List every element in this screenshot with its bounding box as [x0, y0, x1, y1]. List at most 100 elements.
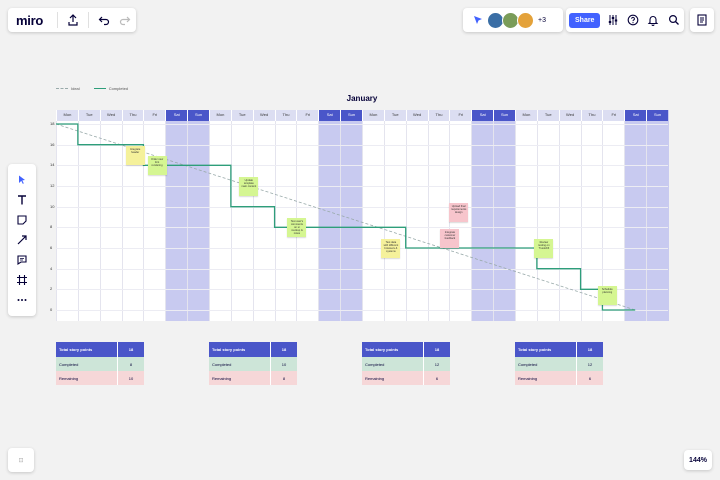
- top-left-toolbar: miro: [8, 8, 136, 32]
- day-header: Tue: [77, 110, 100, 121]
- weekday-column: [252, 110, 276, 321]
- burndown-chart[interactable]: Mon Tue Wed Thu Fri Sat Sun Mon Tue Wed Thu Fri Sat S…: [50, 110, 669, 321]
- connection-line-icon[interactable]: [11, 230, 33, 250]
- help-icon[interactable]: [623, 9, 643, 31]
- day-header: Wed: [405, 110, 428, 121]
- row-label: Remaining: [362, 371, 424, 385]
- weekday-column: [580, 110, 604, 321]
- miro-logo[interactable]: miro: [16, 12, 43, 28]
- comment-icon[interactable]: [11, 250, 33, 270]
- remaining-row: Remaining 10: [56, 371, 144, 385]
- completed-row: Completed 10: [209, 357, 297, 371]
- day-header: Sat: [624, 110, 647, 121]
- zoom-level[interactable]: 144%: [684, 450, 712, 470]
- export-icon[interactable]: [62, 9, 84, 31]
- row-label: Remaining: [515, 371, 577, 385]
- y-tick-label: 6: [50, 245, 53, 250]
- day-header: Sat: [318, 110, 341, 121]
- row-label: Remaining: [209, 371, 271, 385]
- day-header: Thu: [427, 110, 450, 121]
- sticky-note[interactable]: Review testing on Trustshift: [534, 239, 554, 258]
- sticky-note-icon[interactable]: [11, 210, 33, 230]
- day-header: Thu: [121, 110, 144, 121]
- gridline: [56, 165, 668, 167]
- share-button[interactable]: Share: [569, 12, 601, 28]
- notes-icon[interactable]: [690, 8, 714, 32]
- weekday-column: [77, 110, 101, 321]
- row-value: 8: [117, 357, 144, 371]
- settings-sliders-icon[interactable]: [602, 9, 622, 31]
- completed-row: Completed 12: [515, 357, 603, 371]
- y-tick-label: 18: [50, 121, 55, 126]
- day-header: Fri: [602, 110, 625, 121]
- row-value: 12: [576, 357, 603, 371]
- sticky-note[interactable]: Upload final requirements design: [449, 202, 469, 222]
- row-value: 18: [576, 342, 603, 357]
- row-value: 18: [117, 342, 144, 357]
- sticky-note[interactable]: Test user's comments on ui mockup & note…: [287, 218, 307, 238]
- sticky-note[interactable]: Integrate customer feedback: [440, 228, 460, 248]
- row-label: Completed: [56, 357, 118, 371]
- legend-ideal-label: Ideal: [71, 86, 80, 91]
- remaining-row: Remaining 6: [515, 371, 603, 385]
- sticky-note[interactable]: Order new font rendering: [147, 156, 167, 176]
- gridline: [56, 206, 668, 208]
- select-cursor-icon[interactable]: [11, 170, 33, 190]
- more-tools-icon[interactable]: [11, 290, 33, 310]
- completed-row: Completed 8: [56, 357, 144, 371]
- undo-icon[interactable]: [93, 9, 115, 31]
- day-header: Wed: [558, 110, 581, 121]
- day-header: Wed: [99, 110, 122, 121]
- sticky-note[interactable]: Test data with different browsers & syst…: [381, 239, 401, 258]
- weekend-column: [187, 110, 210, 321]
- gridline: [56, 268, 668, 270]
- day-header: Thu: [274, 110, 297, 121]
- extra-collaborators-count[interactable]: +3: [538, 16, 546, 24]
- day-header: Sat: [165, 110, 188, 121]
- avatar[interactable]: [517, 11, 534, 29]
- story-points-table: Total story points 18 Completed 12 Remaining…: [515, 342, 603, 385]
- sticky-note[interactable]: Integrate header: [125, 146, 145, 165]
- remaining-row: Remaining 6: [362, 371, 450, 385]
- row-value: 18: [270, 342, 297, 357]
- gridline: [56, 124, 668, 125]
- search-icon[interactable]: [664, 9, 684, 31]
- y-tick-label: 10: [50, 203, 55, 209]
- text-tool-icon[interactable]: [11, 190, 33, 210]
- row-value: 18: [423, 342, 450, 357]
- day-header: Fri: [296, 110, 319, 121]
- sticky-note[interactable]: Schedule planning: [597, 285, 617, 305]
- y-tick-label: 4: [50, 265, 53, 271]
- total-row: Total story points 18: [515, 342, 603, 357]
- notification-bell-icon[interactable]: [643, 9, 663, 31]
- row-value: 6: [423, 371, 450, 385]
- legend-completed-label: Completed: [108, 86, 129, 91]
- day-header: Tue: [230, 110, 253, 121]
- story-points-table: Total story points 18 Completed 10 Remaining…: [209, 342, 297, 385]
- weekend-column: [646, 110, 669, 321]
- remaining-row: Remaining 8: [209, 371, 297, 385]
- y-tick-label: 0: [50, 307, 53, 312]
- story-points-table: Total story points 18 Completed 12 Remaining…: [362, 342, 450, 385]
- day-header: Fri: [143, 110, 166, 121]
- sticky-note[interactable]: Update template main content: [239, 177, 259, 196]
- day-header: Thu: [580, 110, 603, 121]
- weekend-column: [340, 110, 363, 321]
- minimap-toggle[interactable]: ⊡: [8, 448, 34, 472]
- gridline: [56, 144, 668, 146]
- redo-icon[interactable]: [114, 9, 136, 31]
- weekend-column: [471, 110, 495, 321]
- day-header: Tue: [536, 110, 559, 121]
- y-tick-label: 16: [50, 141, 55, 147]
- row-value: 12: [423, 357, 450, 371]
- weekday-column: [383, 110, 407, 321]
- day-header: Mon: [209, 110, 231, 121]
- frame-icon[interactable]: [11, 270, 33, 290]
- weekday-column: [515, 110, 538, 321]
- legend-completed-swatch: [93, 88, 106, 89]
- day-header: Sun: [646, 110, 668, 121]
- row-value: 10: [117, 371, 144, 385]
- cursor-reaction-icon[interactable]: [467, 9, 489, 31]
- total-row: Total story points 18: [56, 342, 144, 357]
- row-value: 6: [576, 371, 603, 385]
